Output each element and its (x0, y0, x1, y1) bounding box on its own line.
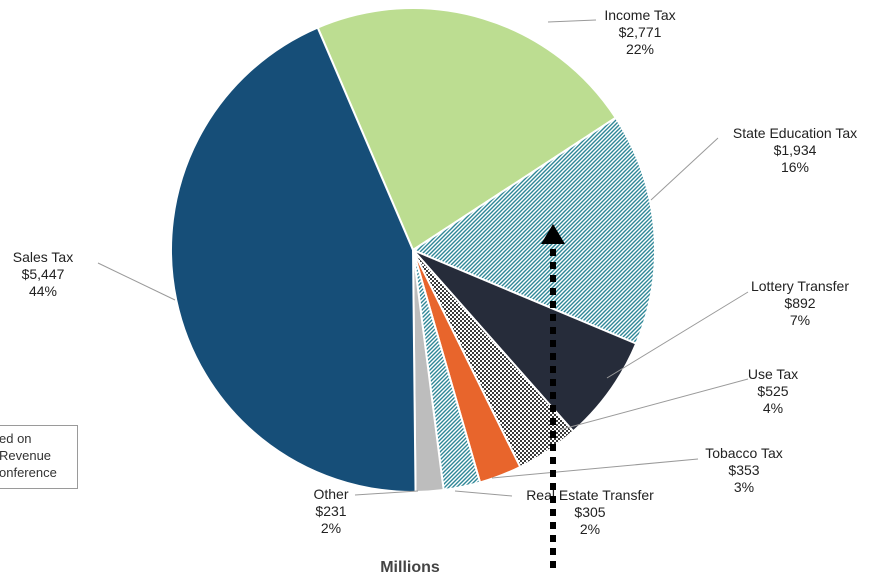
data-label-tobacco-tax: Tobacco Tax $353 3% (705, 445, 783, 495)
data-label-use-tax: Use Tax $525 4% (748, 366, 798, 416)
pie-slice-lottery-transfer (412, 249, 638, 433)
slice-labels: Income Tax $2,771 22% State Education Tax $1… (13, 7, 857, 537)
data-label-lottery-transfer: Lottery Transfer $892 7% (751, 278, 849, 328)
x-axis-title: Millions (380, 559, 440, 576)
pie-slices (169, 7, 656, 494)
pie-slice-state-education-tax (410, 116, 656, 345)
leader-line-state-education-tax (650, 137, 719, 201)
source-note-line-3: onference (0, 465, 57, 480)
pie-slice-sales-tax (169, 26, 417, 493)
source-note-box: ed on Revenue onference (0, 425, 78, 489)
source-note-line-2: Revenue (0, 448, 52, 463)
data-label-other: Other $231 2% (313, 486, 348, 536)
leader-line-use-tax (558, 378, 749, 431)
data-label-income-tax: Income Tax $2,771 22% (604, 7, 675, 57)
dotted-arrow (541, 224, 565, 568)
data-label-sales-tax: Sales Tax $5,447 44% (13, 249, 73, 299)
leader-line-real-estate-transfer (454, 490, 513, 497)
leader-line-income-tax (547, 19, 597, 23)
leader-line-sales-tax (97, 262, 176, 301)
leader-lines (97, 19, 749, 497)
source-note-line-1: ed on (0, 431, 32, 446)
leader-line-other (354, 490, 419, 496)
data-label-state-education-tax: State Education Tax $1,934 16% (733, 125, 857, 175)
data-label-real-estate-transfer: Real Estate Transfer $305 2% (526, 487, 654, 537)
pie-slice-income-tax (316, 7, 618, 252)
leader-line-lottery-transfer (606, 291, 749, 379)
leader-line-tobacco-tax (491, 458, 699, 479)
